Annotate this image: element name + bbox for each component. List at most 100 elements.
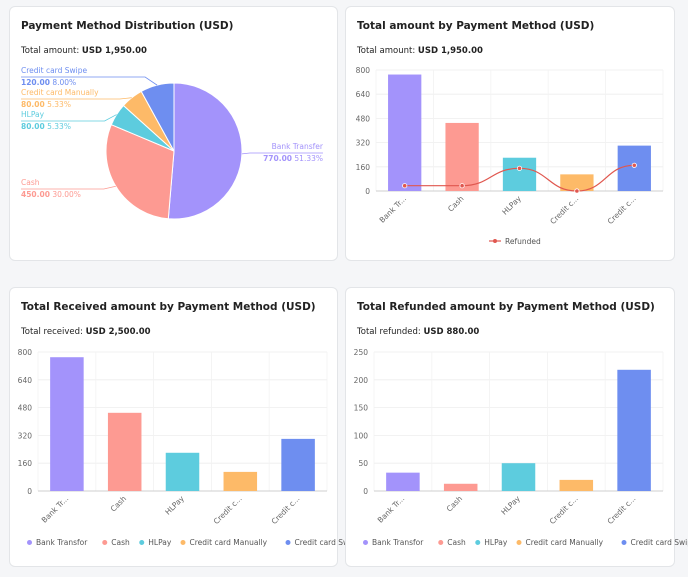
- x-tick-label: Credit c...: [212, 494, 244, 526]
- y-tick-label: 320: [18, 431, 33, 440]
- legend-label: Bank Transfor: [372, 538, 424, 547]
- bar: [165, 452, 200, 491]
- y-tick-label: 250: [354, 348, 369, 357]
- pie-value-percent: 51.33%: [292, 154, 323, 163]
- bar-chart-refunded: 0 50 100 150 200 250 Bank Tr... Cash HLPay Credit…: [354, 348, 688, 547]
- bar: [445, 122, 479, 191]
- total-value: USD 1,950.00: [81, 46, 147, 56]
- legend-label: Credit card Manually: [190, 538, 268, 547]
- legend-dot: [139, 540, 145, 545]
- y-tick-label: 0: [365, 187, 370, 196]
- legend-label: HLPay: [484, 538, 508, 547]
- y-tick-label: 800: [356, 66, 371, 75]
- y-tick-label: 480: [18, 404, 33, 413]
- x-tick-label: Cash: [446, 194, 466, 214]
- refunded-point: [631, 162, 637, 168]
- legend-dot: [102, 540, 108, 545]
- total-label: Total amount:: [357, 46, 416, 56]
- bar-chart-received: 0 160 320 480 640 800 Bank Tr... Cash HLPay Credi…: [18, 348, 361, 547]
- x-tick-label: Bank Tr...: [376, 494, 407, 525]
- y-tick-label: 0: [27, 487, 32, 496]
- legend-dot: [516, 540, 522, 545]
- legend-marker: [493, 239, 497, 243]
- bar: [502, 157, 537, 191]
- card-title: Total amount by Payment Method (USD): [357, 20, 595, 32]
- total-value: USD 880.00: [423, 327, 480, 337]
- bar: [386, 472, 420, 491]
- pie-value-percent: 5.33%: [45, 100, 71, 109]
- bar: [443, 483, 478, 491]
- pie-value-amount: 80.00: [21, 122, 45, 131]
- bar: [281, 438, 315, 491]
- total-label: Total received:: [21, 327, 83, 337]
- legend-dot: [621, 540, 627, 545]
- y-tick-label: 0: [363, 487, 368, 496]
- legend-dot: [363, 540, 368, 545]
- pie-value-percent: 8.00%: [50, 78, 76, 87]
- bar: [107, 412, 142, 491]
- x-tick-label: Bank Tr...: [40, 494, 71, 525]
- refunded-point: [516, 165, 523, 171]
- legend-label: Refunded: [505, 237, 541, 246]
- pie-leader-line: [241, 152, 323, 155]
- pie-label-name: HLPay: [21, 110, 45, 119]
- card-payment-distribution: Payment Method Distribution (USD) Total …: [9, 6, 338, 261]
- bar: [223, 471, 258, 491]
- y-tick-label: 150: [354, 404, 369, 413]
- x-tick-label: Credit c...: [606, 494, 638, 526]
- total-value: USD 2,500.00: [85, 327, 151, 337]
- pie-label-name: Bank Transfer: [272, 142, 324, 151]
- pie-leader-line: [21, 185, 116, 190]
- pie-value-percent: 5.33%: [45, 122, 71, 131]
- bar-chart-amount: 0 160 320 480 640 800 Bank Tr... Cash HLPay Credi…: [356, 66, 664, 246]
- card-title: Total Received amount by Payment Method …: [21, 301, 316, 313]
- card-refunded-amount: Total Refunded amount by Payment Method …: [345, 287, 688, 567]
- y-tick-label: 640: [18, 376, 33, 385]
- legend-label: HLPay: [148, 538, 172, 547]
- x-tick-label: Cash: [109, 494, 129, 514]
- bar: [617, 145, 651, 191]
- total-label: Total amount:: [21, 46, 80, 56]
- legend-label: Cash: [447, 538, 466, 547]
- y-tick-label: 200: [354, 376, 369, 385]
- card-title: Total Refunded amount by Payment Method …: [357, 301, 655, 313]
- y-tick-label: 800: [18, 348, 33, 357]
- legend-label: Cash: [111, 538, 130, 547]
- total-label: Total refunded:: [357, 327, 421, 337]
- pie-value-percent: 30.00%: [50, 190, 81, 199]
- y-tick-label: 100: [354, 431, 369, 440]
- x-tick-label: Credit c...: [548, 494, 580, 526]
- bar: [617, 369, 651, 491]
- bar: [559, 479, 594, 491]
- total-value: USD 1,950.00: [417, 46, 483, 56]
- y-tick-label: 160: [356, 163, 371, 172]
- card-total: Total refunded: USD 880.00: [357, 327, 479, 337]
- pie-label-name: Credit card Swipe: [21, 66, 87, 75]
- x-tick-label: Credit c...: [606, 194, 638, 226]
- pie-value-amount: 120.00: [21, 78, 50, 87]
- y-tick-label: 320: [356, 139, 371, 148]
- legend-dot: [285, 540, 291, 545]
- legend-dot: [27, 540, 32, 545]
- x-tick-label: Cash: [445, 494, 465, 514]
- pie-slice: [140, 82, 175, 152]
- legend-dot: [180, 540, 186, 545]
- pie-value-amount: 80.00: [21, 100, 45, 109]
- legend-dot: [438, 540, 444, 545]
- pie-leader-line: [21, 76, 158, 86]
- pie-value-amount: 450.00: [21, 190, 50, 199]
- x-tick-label: HLPay: [163, 494, 186, 517]
- y-tick-label: 480: [356, 114, 371, 123]
- bar: [50, 357, 84, 491]
- pie-label-value: 450.00 30.00%: [21, 190, 81, 199]
- bar: [501, 463, 536, 491]
- bar: [560, 174, 594, 191]
- pie-label-value: 80.00 5.33%: [21, 100, 71, 109]
- pie-leader-line: [21, 97, 132, 100]
- refunded-point: [459, 183, 465, 189]
- card-total: Total received: USD 2,500.00: [21, 327, 151, 337]
- x-tick-label: HLPay: [500, 194, 523, 217]
- legend-label: Credit card Swipe: [631, 538, 688, 547]
- pie-leader-line: [21, 114, 117, 122]
- card-total: Total amount: USD 1,950.00: [357, 46, 483, 56]
